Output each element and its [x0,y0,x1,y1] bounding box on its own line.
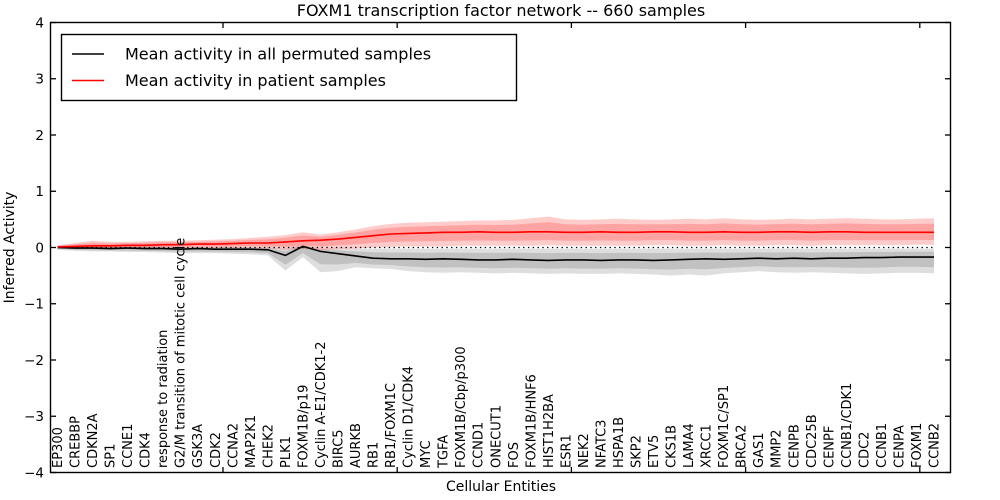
x-category-label: CENPF [822,426,837,468]
x-category-label: EP300 [51,427,66,468]
x-category-label: ESR1 [559,434,574,468]
x-category-label: FOXM1B/HNF6 [524,374,539,468]
y-tick-label: 4 [35,15,44,31]
y-tick-label: 2 [35,128,44,144]
x-category-label: MMP2 [770,429,785,468]
x-category-label: FOXM1 [910,423,925,468]
x-category-label: CDC2 [857,432,872,468]
x-category-label: CCNB1/CDK1 [840,383,855,468]
x-category-label: ONECUT1 [489,405,504,468]
x-category-label: SP1 [104,444,119,468]
x-category-label: CCNB1 [875,423,890,468]
x-category-label: CCNB2 [928,423,943,468]
x-category-label: BRCA2 [735,424,750,468]
y-tick-label: −2 [24,353,44,369]
x-category-label: HSPA1B [612,417,627,468]
y-axis-label: Inferred Activity [2,192,18,304]
x-category-label: response to radiation [156,330,171,468]
x-category-label: NFATC3 [594,420,609,468]
x-category-label: RB1 [367,442,382,468]
x-category-label: G2/M transition of mitotic cell cycle [174,238,189,468]
x-category-label: RB1/FOXM1C [384,383,399,468]
y-tick-label: −1 [24,297,44,313]
plot-border [49,21,952,474]
band-layer [57,216,934,276]
x-category-label: CHEK2 [261,424,276,468]
x-category-label: FOS [507,442,522,468]
x-category-label: CDK4 [139,432,154,468]
x-category-label: FOXM1C/SP1 [717,385,732,468]
x-category-label: CCND1 [472,422,487,468]
x-category-label: CENPA [892,425,907,468]
x-category-label: Cyclin A-E1/CDK1-2 [314,341,329,468]
x-category-label: FOXM1B/p19 [296,385,311,468]
x-category-label: CENPB [787,424,802,468]
x-category-label: CCNE1 [121,424,136,468]
x-category-label: CDC25B [805,414,820,468]
x-category-label: CDK2 [209,432,224,468]
x-category-label: CDKN2A [86,413,101,468]
y-tick-label: −4 [24,465,44,481]
y-tick-label: 1 [35,184,44,200]
series-line-layer [57,230,934,262]
x-category-label: FOXM1B/Cbp/p300 [454,346,469,468]
legend: Mean activity in all permuted samples Me… [60,33,518,102]
x-category-label: MAP2K1 [244,415,259,468]
y-tick-label: −3 [24,409,44,425]
confidence-band-inner [57,245,934,270]
x-category-label: Cyclin D1/CDK4 [402,366,417,468]
x-category-label: AURKB [349,423,364,468]
x-category-label: XRCC1 [700,424,715,468]
x-category-label: BIRC5 [332,430,347,469]
x-category-label: LAMA4 [682,423,697,468]
x-axis-label: Cellular Entities [446,479,556,495]
confidence-band-inner [57,222,934,248]
x-category-label: CREBBP [69,416,84,468]
mean-line [57,230,934,248]
y-tick-label: 0 [35,240,44,256]
x-category-label: CCNA2 [226,423,241,468]
x-category-label: MYC [419,440,434,468]
chart-title: FOXM1 transcription factor network -- 66… [297,1,705,20]
x-category-label: SKP2 [630,435,645,468]
y-tick-label: 3 [35,72,44,88]
x-category-label: TGFA [437,435,452,469]
x-category-label: ETV5 [647,435,662,468]
legend-label-permuted: Mean activity in all permuted samples [125,45,431,64]
legend-label-patient: Mean activity in patient samples [125,71,386,90]
x-category-label: GSK3A [191,424,206,468]
legend-frame [60,33,518,102]
x-category-label: NEK2 [577,433,592,468]
x-category-label: HIST1H2BA [542,394,557,468]
x-category-label: PLK1 [279,436,294,468]
x-category-label: GAS1 [752,433,767,469]
mean-line [57,245,934,262]
x-category-label: CKS1B [665,425,680,468]
